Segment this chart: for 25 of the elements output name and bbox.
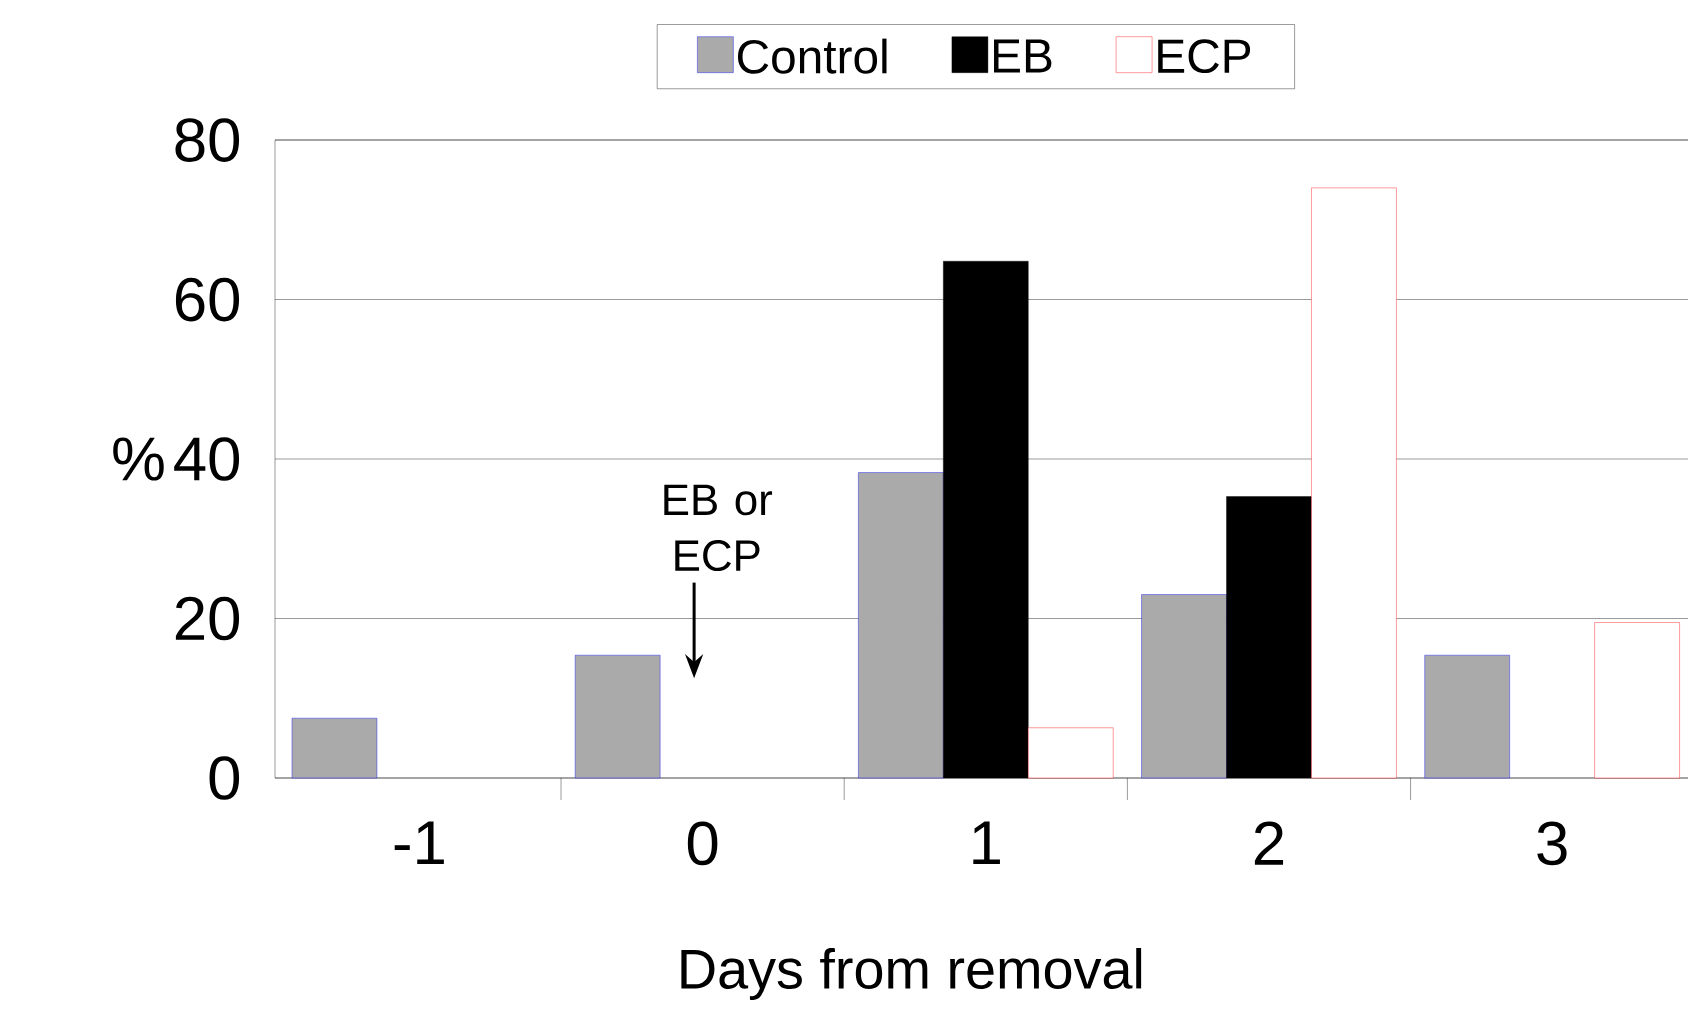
bar: [1226, 496, 1312, 779]
bar: [1028, 727, 1114, 779]
bar: [574, 654, 661, 779]
legend-label: ECP: [1158, 39, 1251, 74]
annotation: EB or ECP: [664, 484, 773, 572]
x-tick-label: 1: [973, 821, 1000, 865]
bar: [858, 472, 944, 779]
legend-label: EB: [994, 39, 1052, 73]
y-tick-label: 60: [175, 277, 240, 322]
bar: [291, 717, 378, 779]
x-axis-title: Days from removal: [681, 947, 1142, 1001]
bar: [1424, 654, 1510, 779]
y-axis-title: %: [113, 437, 164, 481]
x-tick-label: 3: [1537, 821, 1567, 866]
x-tick-label: -1: [394, 821, 444, 865]
x-tick-label: 0: [687, 821, 718, 866]
y-tick-label: 20: [175, 596, 240, 641]
y-tick-label: 40: [174, 437, 240, 481]
x-tick-label: 2: [1254, 821, 1284, 865]
bar: [1311, 187, 1397, 779]
bar: [1141, 594, 1227, 779]
y-tick-label: 0: [209, 756, 240, 800]
bar: [1594, 622, 1680, 779]
y-tick-label: 80: [175, 118, 240, 162]
legend-label: Control: [737, 38, 887, 74]
